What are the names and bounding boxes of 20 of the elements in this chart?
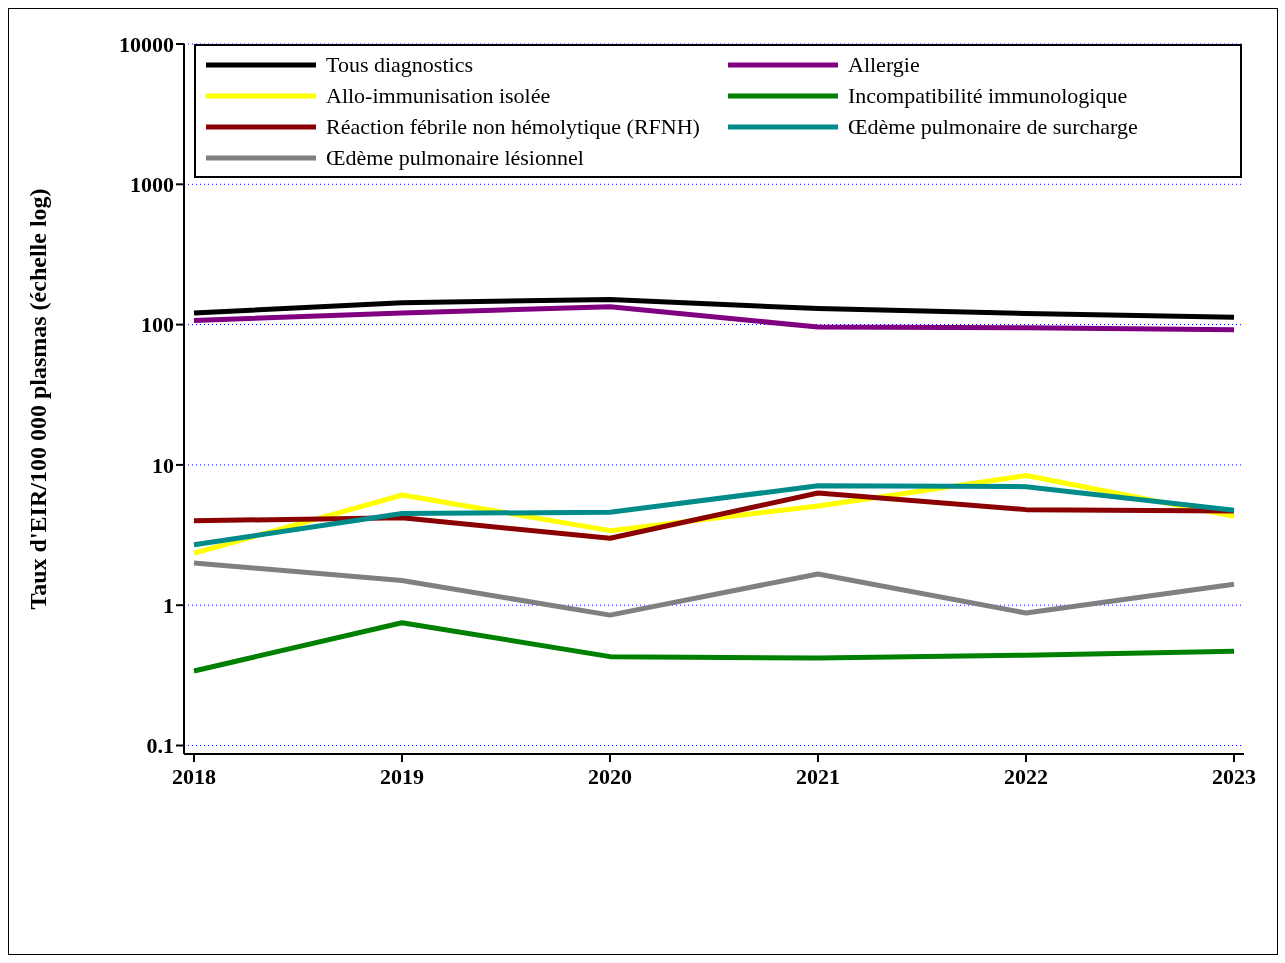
- legend-label: Œdème pulmonaire lésionnel: [326, 144, 584, 171]
- legend-label: Allo-immunisation isolée: [326, 82, 551, 109]
- legend-label: Incompatibilité immunologique: [848, 82, 1128, 109]
- x-tick-label: 2022: [1004, 763, 1049, 789]
- x-tick-label: 2020: [588, 763, 632, 789]
- legend-label: Allergie: [848, 51, 920, 78]
- y-tick-label: 100: [141, 312, 174, 338]
- x-tick-label: 2018: [171, 763, 216, 789]
- x-tick-label: 2023: [1212, 763, 1257, 789]
- legend-label: Œdème pulmonaire de surcharge: [848, 113, 1138, 140]
- x-tick-label: 2019: [379, 763, 424, 789]
- y-tick-label: 0.1: [146, 733, 174, 759]
- legend-label: Tous diagnostics: [326, 51, 473, 78]
- y-tick-label: 10000: [119, 31, 174, 57]
- x-tick-label: 2021: [796, 763, 840, 789]
- y-tick-label: 1000: [130, 172, 174, 198]
- y-axis-title: Taux d'EIR/100 000 plasmas (échelle log): [24, 188, 51, 610]
- y-tick-label: 1: [163, 593, 174, 619]
- legend-label: Réaction fébrile non hémolytique (RFNH): [326, 113, 700, 140]
- y-tick-label: 10: [152, 452, 174, 478]
